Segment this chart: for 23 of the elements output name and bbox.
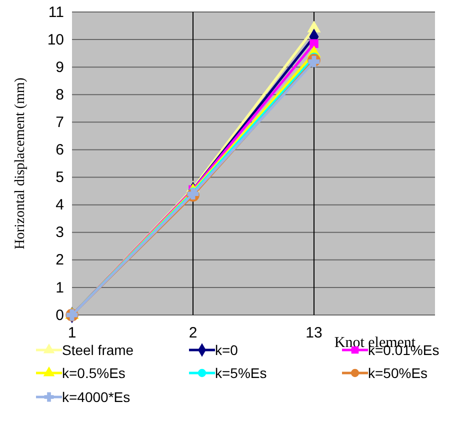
y-tick-label: 9	[56, 58, 64, 76]
y-axis-title: Horizontal displacement (mm)	[13, 77, 28, 250]
legend-label: k=0.5%Es	[62, 365, 126, 381]
y-tick-label: 5	[56, 169, 64, 186]
x-tick-label: 1	[68, 324, 76, 342]
y-tick-label: 8	[56, 86, 64, 104]
legend-label: k=50%Es	[368, 365, 428, 381]
x-tick-label: 13	[306, 324, 322, 342]
y-tick-label: 1	[56, 279, 64, 296]
y-tick-label: 3	[56, 224, 64, 242]
y-tick-label: 0	[56, 306, 64, 324]
legend-label: k=0	[215, 342, 238, 358]
y-tick-label: 11	[48, 4, 64, 21]
y-tick-label: 2	[56, 252, 64, 269]
legend-label: k=5%Es	[215, 365, 267, 381]
y-tick-label: 4	[56, 196, 64, 214]
x-tick-label: 2	[188, 324, 198, 342]
y-tick-label: 10	[47, 31, 64, 48]
legend-label: k=4000*Es	[62, 389, 130, 405]
y-tick-label: 7	[56, 114, 64, 131]
point	[310, 39, 318, 48]
legend-label: Steel frame	[62, 342, 134, 358]
y-tick-label: 6	[56, 142, 64, 159]
